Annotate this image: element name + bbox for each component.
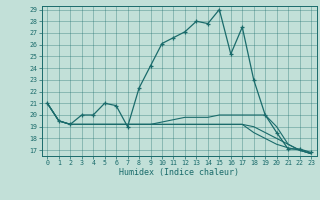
X-axis label: Humidex (Indice chaleur): Humidex (Indice chaleur) (119, 168, 239, 177)
